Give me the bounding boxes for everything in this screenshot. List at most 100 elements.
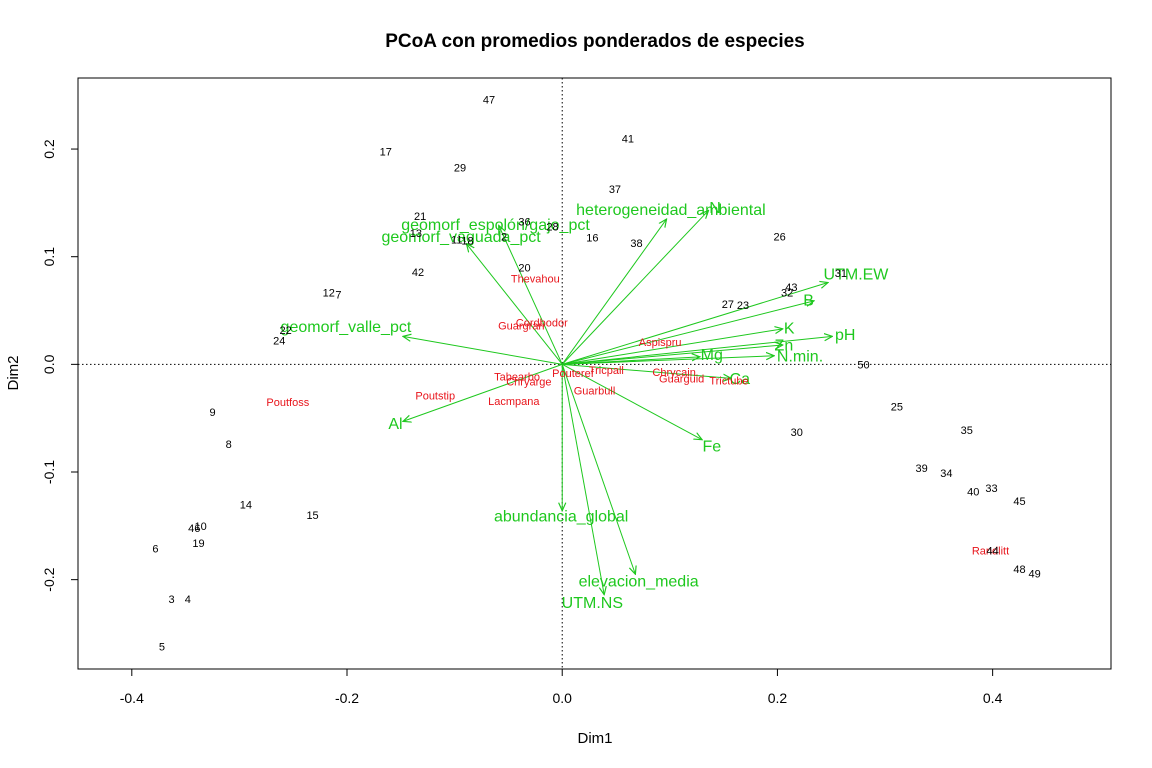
site-label: 18 (461, 236, 473, 248)
vector-label: N.min. (777, 348, 823, 365)
site-label: 39 (915, 463, 927, 475)
site-label: 31 (835, 268, 847, 280)
x-axis-title: Dim1 (577, 730, 612, 747)
site-label: 30 (791, 427, 803, 439)
site-label: 43 (785, 282, 797, 294)
site-label: 20 (518, 263, 530, 275)
vector-arrow (562, 336, 832, 365)
site-label: 34 (940, 468, 952, 480)
site-label: 47 (483, 95, 495, 107)
site-label: 15 (306, 510, 318, 522)
site-label: 4 (185, 594, 191, 606)
site-label: 12 (323, 287, 335, 299)
species-label: Tabearbo (494, 371, 540, 383)
species-label: Guarguid (659, 373, 704, 385)
site-label: 5 (159, 641, 165, 653)
vector-label: geomorf_espolón/gajo_pct (401, 217, 590, 234)
site-label: 25 (891, 401, 903, 413)
species-label: Poutstip (415, 391, 455, 403)
species-label: Chrycain (652, 367, 695, 379)
x-tick-label: -0.2 (335, 690, 359, 706)
vector-arrow (561, 210, 708, 365)
y-tick-label: -0.1 (41, 460, 57, 484)
site-label: 19 (192, 538, 204, 550)
site-label: 32 (781, 287, 793, 299)
vector-label: Mg (701, 347, 723, 364)
site-label: 42 (412, 267, 424, 279)
site-label: 35 (961, 425, 973, 437)
species-label: Chryarge (506, 377, 551, 389)
vector-arrow (561, 364, 635, 574)
vector-label: UTM.NS (562, 595, 623, 612)
species-label: Thevahou (511, 273, 560, 285)
vector-label: pH (835, 327, 855, 344)
vector-arrow (562, 363, 731, 378)
species-label: Trictube (709, 376, 748, 388)
vector-label: abundancia_global (494, 509, 628, 526)
vector-arrow (499, 225, 563, 365)
site-label: 6 (152, 544, 158, 556)
vector-label: B (803, 292, 814, 309)
species-label: Aspispru (639, 337, 682, 349)
vector-label: Ca (730, 371, 751, 388)
site-label: 41 (622, 133, 634, 145)
y-axis: -0.2 -0.1 0.0 0.1 0.2 (41, 139, 79, 592)
vector-label: heterogeneidad_ambiental (576, 202, 765, 219)
species-label: Cordbodor (516, 317, 568, 329)
site-label: 24 (273, 336, 285, 348)
x-tick-label: 0.2 (768, 690, 788, 706)
site-label: 29 (454, 162, 466, 174)
site-label: 3 (169, 594, 175, 606)
vector-label: K (784, 320, 795, 337)
vector-arrow (403, 336, 563, 365)
site-label: 10 (195, 521, 207, 533)
site-label: 50 (857, 359, 869, 371)
vector-label: UTM.EW (824, 267, 890, 284)
site-label: 17 (380, 146, 392, 158)
species-label: Guarbull (574, 385, 616, 397)
site-label: 2 (501, 231, 507, 243)
site-label: 38 (630, 238, 642, 250)
site-label: 9 (209, 407, 215, 419)
vector-arrow (562, 329, 783, 365)
vector-arrow (561, 363, 702, 439)
site-label: 14 (240, 499, 252, 511)
site-label: 7 (335, 289, 341, 301)
site-label: 13 (410, 228, 422, 240)
x-tick-label: 0.0 (552, 690, 572, 706)
y-tick-label: 0.1 (41, 247, 57, 267)
species-label: Lacmpana (488, 396, 540, 408)
vector-arrow (466, 244, 563, 365)
site-label: 28 (546, 222, 558, 234)
vector-label: geomorf_vaguada_pct (381, 229, 541, 246)
vector-arrow (403, 363, 563, 421)
x-axis: -0.4 -0.2 0.0 0.2 0.4 (120, 668, 1003, 706)
y-axis-title: Dim2 (5, 355, 22, 390)
site-label: 22 (280, 325, 292, 337)
species-label: Randlitt (972, 546, 1009, 558)
vector-arrow (561, 364, 604, 594)
species-label: Tricpall (589, 365, 624, 377)
site-label: 11 (451, 235, 462, 247)
species-label: Guargran (498, 321, 544, 333)
site-label: 16 (586, 232, 598, 244)
x-tick-label: 0.4 (983, 690, 1003, 706)
vector-arrow (562, 345, 783, 365)
vector-label: geomorf_valle_pct (281, 319, 412, 336)
site-label: 8 (226, 439, 232, 451)
reference-lines (78, 78, 1111, 669)
site-label: 40 (967, 486, 979, 498)
vector-label: Zn (775, 338, 794, 355)
site-label: 36 (518, 216, 530, 228)
chart-title: PCoA con promedios ponderados de especie… (385, 31, 805, 52)
vector-label: Fe (702, 439, 721, 456)
y-tick-label: 0.2 (41, 139, 57, 159)
site-label: 26 (773, 231, 785, 243)
site-label: 46 (188, 523, 200, 535)
y-tick-label: 0.0 (41, 354, 57, 374)
site-label: 37 (609, 184, 621, 196)
species-label: Poutfoss (266, 397, 309, 409)
